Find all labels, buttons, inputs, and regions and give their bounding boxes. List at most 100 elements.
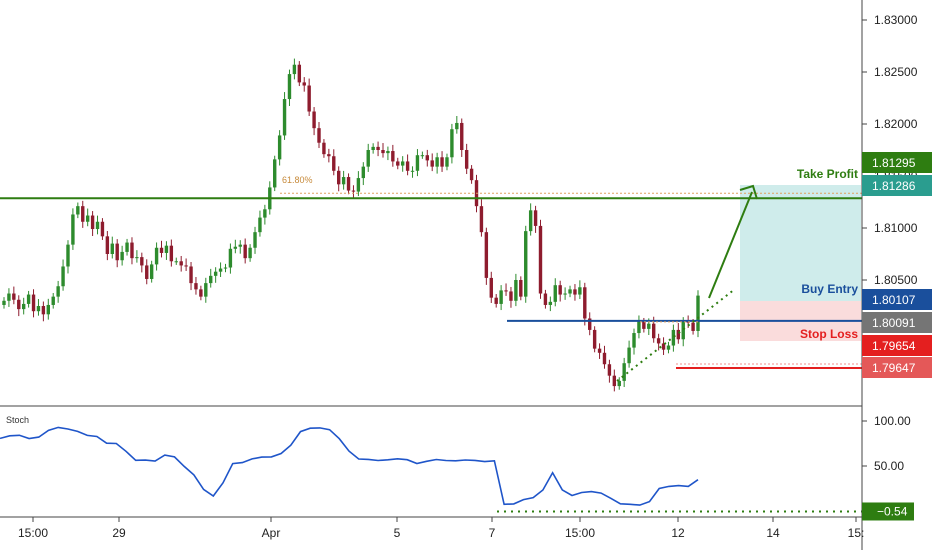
time-axis[interactable]: 15:00 29 Apr 5 7 15:00 12 14 15:	[18, 517, 864, 540]
candle-body	[100, 221, 105, 237]
candle-body	[81, 206, 85, 222]
candle-body	[455, 122, 459, 130]
candle-body	[248, 247, 252, 259]
time-tick-label: 29	[112, 526, 126, 540]
risk-reward-box[interactable]	[740, 185, 861, 341]
candle-body	[637, 321, 641, 334]
candle-body	[479, 206, 484, 233]
candle-body	[61, 266, 65, 287]
price-tick-label: 1.82500	[874, 65, 918, 79]
candle-body	[386, 151, 390, 154]
candle-body	[410, 170, 415, 172]
candle-body	[514, 280, 518, 301]
candle-body	[346, 177, 351, 191]
price-tick-label: 1.80500	[874, 273, 918, 287]
time-tick-label: Apr	[262, 526, 281, 540]
candle-body	[489, 277, 493, 298]
candle-body	[533, 210, 538, 226]
candle-body	[681, 321, 685, 340]
candle-body	[95, 221, 100, 230]
candle-body	[400, 161, 405, 166]
candle-body	[543, 293, 548, 305]
candle-body	[563, 293, 567, 295]
candle-body	[568, 289, 572, 294]
candle-body	[558, 285, 562, 295]
candle-body	[199, 289, 203, 297]
price-tick-label: 1.81000	[874, 221, 918, 235]
candle-body	[652, 323, 656, 339]
candle-body	[578, 287, 582, 295]
stoch-axis[interactable]: 100.00 50.00 −0.54	[862, 414, 914, 521]
stoch-value-badge	[862, 502, 914, 521]
candle-body	[405, 161, 410, 171]
trendline-layer	[616, 288, 736, 382]
candle-body	[312, 111, 316, 129]
stoch-tick-label: 100.00	[874, 414, 911, 428]
candle-body	[332, 156, 336, 171]
candle-body	[307, 85, 311, 112]
candle-body	[460, 122, 464, 150]
candle-body	[130, 242, 134, 259]
candle-body	[145, 265, 149, 279]
candle-body	[51, 296, 55, 305]
candle-body	[253, 232, 257, 248]
candle-body	[632, 333, 636, 348]
time-tick-label: 7	[489, 526, 496, 540]
candle-body	[361, 166, 366, 179]
candle-body	[238, 244, 242, 247]
candle-body	[666, 345, 671, 350]
candle-body	[445, 157, 449, 167]
candle-body	[430, 160, 434, 167]
candle-body	[440, 157, 444, 167]
levels-layer	[0, 184, 862, 369]
candle-body	[159, 247, 164, 253]
candle-body	[592, 329, 597, 349]
stoch-pane[interactable]: Stoch	[0, 415, 862, 513]
axis-badge-label: 1.81286	[872, 179, 916, 193]
candle-body	[110, 243, 114, 254]
candle-body	[204, 283, 208, 297]
candle-body	[371, 146, 375, 150]
candle-body	[509, 291, 513, 301]
candle-body	[179, 261, 183, 266]
candle-body	[26, 294, 31, 304]
axis-badge	[862, 152, 932, 173]
axis-badge-label: 1.79654	[872, 339, 916, 353]
stoch-line	[0, 426, 699, 506]
candle-body	[381, 150, 385, 154]
fib-label: 61.80%	[282, 175, 313, 185]
candle-body	[90, 215, 95, 230]
candle-body	[31, 294, 36, 312]
candle-body	[647, 323, 651, 329]
time-tick-label: 15:00	[565, 526, 595, 540]
candle-body	[524, 231, 528, 297]
candle-body	[602, 352, 607, 365]
candle-body	[17, 299, 21, 310]
candle-body	[588, 318, 592, 330]
candle-body	[71, 214, 75, 245]
candle-body	[450, 129, 454, 158]
axis-badge	[862, 312, 932, 333]
candle-body	[194, 283, 198, 290]
axis-badges: 1.81295 1.81286 1.80107 1.80091 1.79654 1.796…	[862, 152, 932, 378]
candle-body	[105, 236, 110, 254]
candle-body	[484, 232, 489, 278]
candle-body	[366, 150, 370, 167]
candle-body	[233, 246, 238, 249]
axis-badge	[862, 289, 932, 310]
candle-body	[597, 348, 602, 353]
axis-badge	[862, 335, 932, 356]
candle-body	[2, 300, 6, 305]
candle-body	[656, 338, 661, 344]
buy-entry-label: Buy Entry	[801, 282, 858, 296]
candle-body	[76, 206, 80, 215]
stop-loss-label: Stop Loss	[800, 327, 858, 341]
stoch-value-label: −0.54	[877, 504, 908, 518]
candle-body	[327, 154, 331, 157]
candle-body	[583, 287, 587, 319]
candle-body	[391, 151, 395, 162]
overlay-text-layer: 61.80% Take Profit Buy Entry Stop Loss	[282, 167, 858, 341]
stoch-title: Stoch	[6, 415, 29, 425]
